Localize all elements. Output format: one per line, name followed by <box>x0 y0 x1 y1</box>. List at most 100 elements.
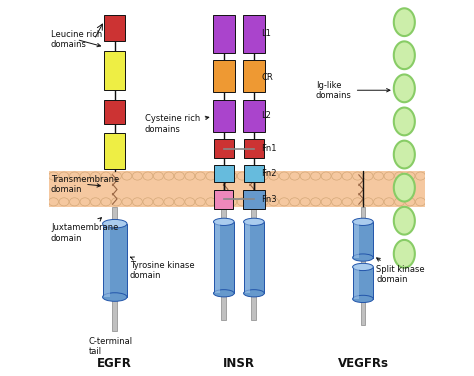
Bar <box>244 165 264 182</box>
Polygon shape <box>394 240 415 268</box>
Ellipse shape <box>174 172 184 180</box>
Polygon shape <box>394 41 415 69</box>
Ellipse shape <box>59 172 69 180</box>
Ellipse shape <box>374 198 383 206</box>
Ellipse shape <box>206 198 216 206</box>
Bar <box>112 207 117 224</box>
Ellipse shape <box>48 172 58 180</box>
Ellipse shape <box>342 198 352 206</box>
Ellipse shape <box>353 254 374 261</box>
Ellipse shape <box>416 198 426 206</box>
Ellipse shape <box>154 172 164 180</box>
Ellipse shape <box>206 172 216 180</box>
Ellipse shape <box>195 198 205 206</box>
Ellipse shape <box>122 172 132 180</box>
Ellipse shape <box>237 198 247 206</box>
Ellipse shape <box>216 198 226 206</box>
Bar <box>212 60 235 92</box>
Ellipse shape <box>91 198 100 206</box>
Bar <box>252 293 256 320</box>
Bar <box>214 190 233 209</box>
Ellipse shape <box>132 198 142 206</box>
Bar <box>221 293 226 320</box>
Polygon shape <box>394 108 415 135</box>
Ellipse shape <box>174 198 184 206</box>
Ellipse shape <box>279 172 289 180</box>
Polygon shape <box>394 74 415 102</box>
Bar <box>244 222 264 293</box>
Ellipse shape <box>244 290 264 297</box>
Bar <box>361 299 365 325</box>
Ellipse shape <box>310 172 320 180</box>
Ellipse shape <box>185 172 195 180</box>
Ellipse shape <box>269 172 279 180</box>
Ellipse shape <box>405 198 415 206</box>
Ellipse shape <box>394 172 404 180</box>
Ellipse shape <box>269 198 279 206</box>
Ellipse shape <box>154 198 164 206</box>
Bar <box>252 207 256 222</box>
Bar <box>353 222 374 258</box>
Text: Transmembrane
domain: Transmembrane domain <box>51 174 119 194</box>
Bar <box>104 133 125 169</box>
Bar <box>361 207 365 222</box>
Ellipse shape <box>143 172 153 180</box>
Ellipse shape <box>394 198 404 206</box>
Ellipse shape <box>164 198 174 206</box>
Ellipse shape <box>91 172 100 180</box>
Bar <box>243 60 265 92</box>
Ellipse shape <box>80 198 90 206</box>
Ellipse shape <box>310 198 320 206</box>
Ellipse shape <box>374 172 383 180</box>
Ellipse shape <box>185 198 195 206</box>
Ellipse shape <box>321 172 331 180</box>
Text: L1: L1 <box>262 29 271 38</box>
Text: L2: L2 <box>262 111 271 120</box>
Ellipse shape <box>353 172 363 180</box>
Text: VEGFRs: VEGFRs <box>337 357 389 370</box>
Ellipse shape <box>384 198 394 206</box>
Text: C-terminal
tail: C-terminal tail <box>89 337 133 356</box>
Bar <box>212 100 235 132</box>
Ellipse shape <box>227 172 237 180</box>
Polygon shape <box>394 174 415 202</box>
Ellipse shape <box>342 172 352 180</box>
Ellipse shape <box>227 198 237 206</box>
Text: Tyrosine kinase
domain: Tyrosine kinase domain <box>130 257 194 280</box>
Bar <box>243 190 265 209</box>
Ellipse shape <box>70 172 80 180</box>
Ellipse shape <box>258 198 268 206</box>
Ellipse shape <box>237 172 247 180</box>
Ellipse shape <box>332 198 342 206</box>
Ellipse shape <box>279 198 289 206</box>
Text: Ig-like
domains: Ig-like domains <box>316 80 390 100</box>
Bar <box>102 224 127 297</box>
Bar <box>243 15 265 53</box>
Ellipse shape <box>300 172 310 180</box>
Ellipse shape <box>48 198 58 206</box>
Ellipse shape <box>122 198 132 206</box>
Ellipse shape <box>248 198 258 206</box>
Ellipse shape <box>70 198 80 206</box>
Text: Juxtamembrane
domain: Juxtamembrane domain <box>51 218 118 243</box>
Bar <box>361 258 365 267</box>
Bar <box>213 165 234 182</box>
Ellipse shape <box>213 218 234 226</box>
Ellipse shape <box>384 172 394 180</box>
Text: Leucine rich
domains: Leucine rich domains <box>51 30 102 49</box>
Ellipse shape <box>143 198 153 206</box>
Ellipse shape <box>353 218 374 226</box>
Text: INSR: INSR <box>223 357 255 370</box>
Text: Fn2: Fn2 <box>262 169 277 178</box>
Ellipse shape <box>405 172 415 180</box>
Ellipse shape <box>101 172 111 180</box>
Ellipse shape <box>363 198 373 206</box>
Ellipse shape <box>213 290 234 297</box>
Ellipse shape <box>111 198 121 206</box>
Ellipse shape <box>111 172 121 180</box>
Ellipse shape <box>353 263 374 271</box>
Ellipse shape <box>290 198 300 206</box>
Bar <box>112 297 117 331</box>
Bar <box>104 15 125 41</box>
Text: Split kinase
domain: Split kinase domain <box>376 258 425 284</box>
